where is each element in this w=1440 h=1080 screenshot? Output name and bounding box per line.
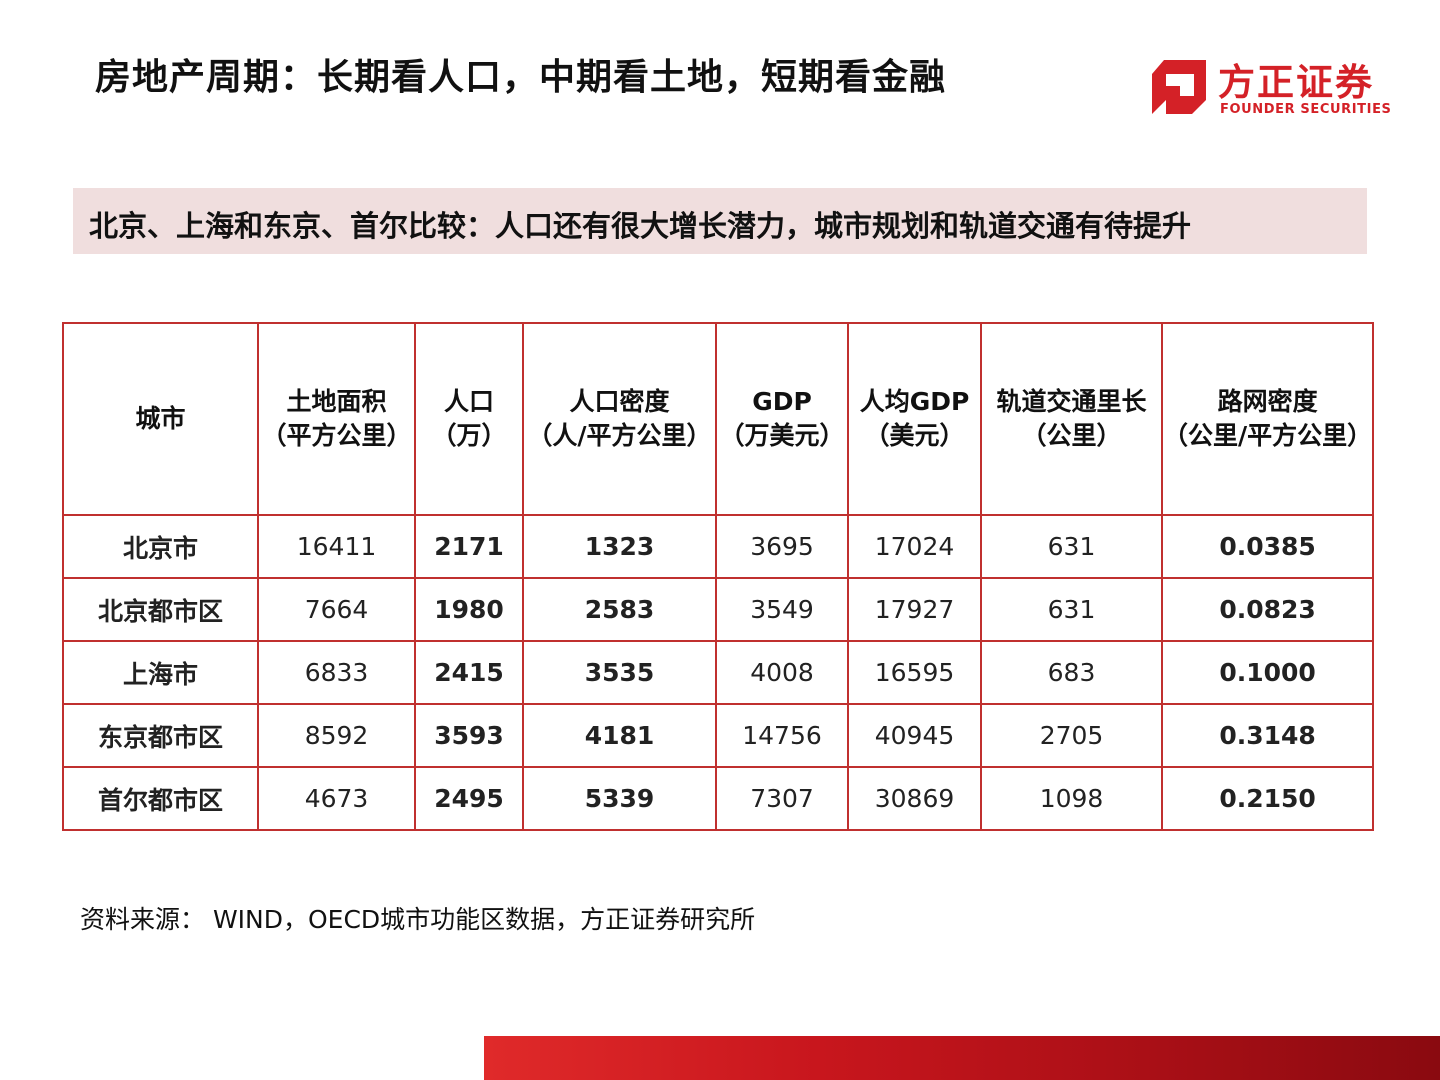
- cell-population-density: 1323: [522, 514, 717, 579]
- header-rail-length: 轨道交通里长 （公里）: [980, 322, 1163, 516]
- cell-land-area: 4673: [257, 766, 416, 831]
- cell-road-density: 0.0385: [1160, 514, 1375, 579]
- header-gdp: GDP （万美元）: [715, 322, 849, 516]
- cell-population: 2495: [414, 766, 524, 831]
- footer-accent-bar: [484, 1036, 1440, 1080]
- table-row: 首尔都市区 4673 2495 5339 7307 30869 1098 0.2…: [62, 766, 1375, 831]
- cell-city: 首尔都市区: [62, 766, 259, 831]
- cell-road-density: 0.2150: [1160, 766, 1375, 831]
- cell-gdp-per-capita: 40945: [847, 703, 982, 768]
- cell-land-area: 7664: [257, 577, 416, 642]
- cell-city: 东京都市区: [62, 703, 259, 768]
- cell-rail-length: 2705: [980, 703, 1163, 768]
- cell-gdp: 3549: [715, 577, 849, 642]
- page-title: 房地产周期：长期看人口，中期看土地，短期看金融: [95, 57, 947, 98]
- cell-gdp-per-capita: 17024: [847, 514, 982, 579]
- cell-gdp-per-capita: 30869: [847, 766, 982, 831]
- cell-gdp-per-capita: 17927: [847, 577, 982, 642]
- cell-land-area: 6833: [257, 640, 416, 705]
- cell-city: 北京都市区: [62, 577, 259, 642]
- subtitle-banner: 北京、上海和东京、首尔比较：人口还有很大增长潜力，城市规划和轨道交通有待提升: [73, 188, 1367, 254]
- header-population: 人口 （万）: [414, 322, 524, 516]
- cell-rail-length: 631: [980, 514, 1163, 579]
- table-row: 上海市 6833 2415 3535 4008 16595 683 0.1000: [62, 640, 1375, 705]
- cell-population: 3593: [414, 703, 524, 768]
- table-header-row: 城市 土地面积 （平方公里） 人口 （万） 人口密度 （人/平方公里） GDP （万美元…: [62, 322, 1375, 516]
- source-note: 资料来源： WIND，OECD城市功能区数据，方正证券研究所: [80, 905, 756, 934]
- city-comparison-table: 城市 土地面积 （平方公里） 人口 （万） 人口密度 （人/平方公里） GDP （万美元…: [62, 322, 1375, 831]
- header-land-area: 土地面积 （平方公里）: [257, 322, 416, 516]
- cell-population-density: 4181: [522, 703, 717, 768]
- table-row: 北京都市区 7664 1980 2583 3549 17927 631 0.08…: [62, 577, 1375, 642]
- cell-rail-length: 631: [980, 577, 1163, 642]
- cell-population-density: 2583: [522, 577, 717, 642]
- cell-gdp: 4008: [715, 640, 849, 705]
- founder-logo-icon: [1152, 60, 1206, 114]
- cell-road-density: 0.0823: [1160, 577, 1375, 642]
- cell-rail-length: 1098: [980, 766, 1163, 831]
- founder-securities-logo: 方正证券 FOUNDER SECURITIES: [1150, 52, 1395, 124]
- cell-population: 1980: [414, 577, 524, 642]
- cell-gdp: 14756: [715, 703, 849, 768]
- cell-land-area: 16411: [257, 514, 416, 579]
- cell-land-area: 8592: [257, 703, 416, 768]
- cell-city: 上海市: [62, 640, 259, 705]
- cell-city: 北京市: [62, 514, 259, 579]
- cell-gdp: 7307: [715, 766, 849, 831]
- cell-population-density: 3535: [522, 640, 717, 705]
- logo-chinese-name: 方正证券: [1218, 61, 1374, 104]
- cell-population: 2171: [414, 514, 524, 579]
- cell-road-density: 0.3148: [1160, 703, 1375, 768]
- header-city: 城市: [62, 322, 259, 516]
- cell-rail-length: 683: [980, 640, 1163, 705]
- cell-road-density: 0.1000: [1160, 640, 1375, 705]
- header-population-density: 人口密度 （人/平方公里）: [522, 322, 717, 516]
- cell-gdp-per-capita: 16595: [847, 640, 982, 705]
- banner-text: 北京、上海和东京、首尔比较：人口还有很大增长潜力，城市规划和轨道交通有待提升: [89, 209, 1192, 243]
- cell-population-density: 5339: [522, 766, 717, 831]
- table-row: 东京都市区 8592 3593 4181 14756 40945 2705 0.…: [62, 703, 1375, 768]
- header-road-density: 路网密度 （公里/平方公里）: [1160, 322, 1375, 516]
- table-row: 北京市 16411 2171 1323 3695 17024 631 0.038…: [62, 514, 1375, 579]
- cell-gdp: 3695: [715, 514, 849, 579]
- header-gdp-per-capita: 人均GDP （美元）: [847, 322, 982, 516]
- cell-population: 2415: [414, 640, 524, 705]
- logo-english-name: FOUNDER SECURITIES: [1220, 102, 1392, 117]
